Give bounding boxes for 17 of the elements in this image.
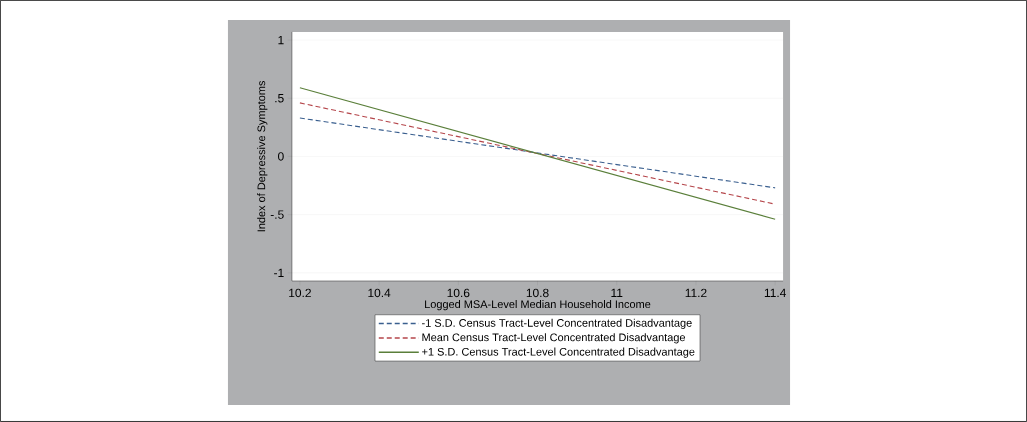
x-tick-label: 11.4 bbox=[764, 288, 786, 298]
legend-label: Mean Census Tract-Level Concentrated Disadvantage bbox=[422, 333, 686, 344]
y-tick-label: .5 bbox=[275, 94, 284, 103]
x-tick-label: 10.6 bbox=[447, 288, 470, 298]
x-tick-label: 11 bbox=[611, 288, 623, 298]
x-tick-label: 11.2 bbox=[685, 288, 707, 298]
x-tick-label: 10.2 bbox=[289, 288, 311, 298]
y-tick-label: -.5 bbox=[270, 210, 284, 219]
y-tick-label: -1 bbox=[274, 268, 284, 277]
y-tick-label: 1 bbox=[278, 36, 284, 45]
legend-label: +1 S.D. Census Tract-Level Concentrated Disadvantage bbox=[422, 347, 695, 358]
y-axis-title: Index of Depressive Symptoms bbox=[257, 81, 268, 232]
y-tick-label: 0 bbox=[278, 152, 284, 161]
legend-label: -1 S.D. Census Tract-Level Concentrated Disadvantage bbox=[422, 318, 692, 330]
x-tick-label: 10.4 bbox=[368, 288, 391, 298]
x-axis-title: Logged MSA-Level Median Household Income bbox=[425, 300, 651, 311]
x-tick-label: 10.8 bbox=[526, 288, 549, 298]
